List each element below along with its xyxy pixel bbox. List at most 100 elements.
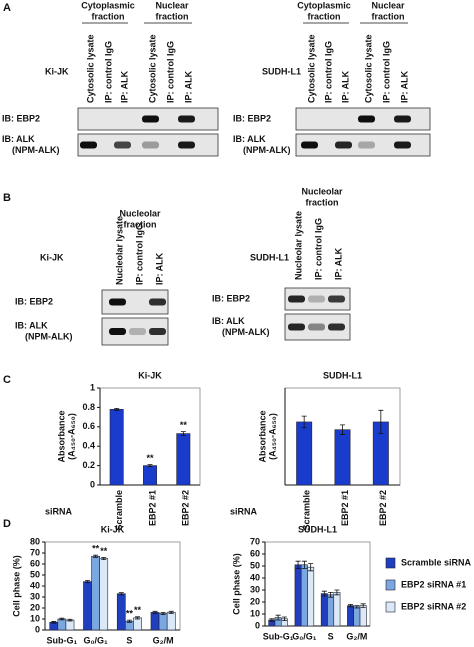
error-bar	[354, 605, 360, 609]
band	[308, 323, 325, 331]
lane-label: IP: ALK	[183, 70, 193, 103]
x-axis-label: siRNA	[45, 506, 73, 516]
bar	[109, 409, 124, 486]
fraction-label: fraction	[371, 11, 404, 21]
band	[178, 115, 195, 123]
y-tick-label: 0.8	[82, 402, 95, 412]
blot-label: IB: ALK	[2, 134, 35, 144]
lane-label: IP: ALK	[340, 70, 350, 103]
legend-swatch	[385, 557, 396, 569]
x-tick-label: G₀/G₁	[83, 635, 108, 645]
y-tick-label: 30	[250, 584, 260, 594]
lane-label: Nucleolar lysate	[293, 211, 303, 280]
y-tick-label: 40	[30, 580, 40, 590]
error-bar	[308, 563, 314, 572]
bar	[359, 605, 367, 627]
y-axis-label: (A₄₅₀-A₆₅₀)	[66, 413, 76, 460]
bar	[294, 564, 302, 627]
bar	[133, 617, 142, 631]
bar	[83, 581, 92, 631]
lane-label: Cytosolic lysate	[85, 34, 95, 103]
x-tick-label: EBP2 #1	[147, 490, 157, 526]
band	[328, 323, 345, 331]
error-bar	[85, 580, 91, 584]
lane-label: Cytosolic lysate	[363, 34, 373, 103]
chart-title: Ki-JK	[101, 524, 125, 534]
error-bar	[360, 603, 366, 608]
y-tick-label: 30	[30, 591, 40, 601]
chart-title: Ki-JK	[138, 370, 162, 380]
band	[142, 141, 159, 149]
blot-label: IB: EBP2	[15, 296, 53, 306]
chart-title: SUDH-L1	[298, 524, 337, 534]
y-tick-label: 0.4	[82, 441, 95, 451]
band	[288, 295, 305, 303]
lane-label: IP: ALK	[119, 70, 129, 103]
bar	[300, 564, 308, 627]
error-bar	[180, 431, 186, 436]
lane-label: IP: ALK	[333, 247, 343, 280]
blot-label: (NPM-ALK)	[243, 145, 291, 155]
x-axis-label: siRNA	[230, 506, 258, 516]
cell-line: SUDH-L1	[250, 252, 289, 262]
band	[129, 328, 146, 335]
band	[178, 141, 195, 149]
lane-label: Cytosolic lysate	[306, 34, 316, 103]
y-tick-label: 10	[30, 613, 40, 623]
band	[288, 323, 305, 331]
lane-label: IP: ALK	[154, 252, 164, 285]
y-tick-label: 0	[90, 479, 95, 489]
blot-label: (NPM-ALK)	[25, 331, 73, 341]
blot-label: IB: ALK	[15, 320, 48, 330]
bar	[333, 592, 341, 627]
bar	[320, 593, 328, 627]
bar	[307, 566, 315, 627]
y-tick-label: 1	[90, 382, 95, 392]
y-tick-label: 0	[255, 620, 260, 630]
bar	[143, 465, 157, 486]
error-bar	[281, 616, 287, 621]
y-tick-label: 10	[250, 608, 260, 618]
y-axis-label: Cell phase (%)	[231, 553, 241, 615]
significance: **	[146, 453, 154, 463]
significance: **	[180, 420, 188, 430]
cell-line: Ki-JK	[45, 66, 69, 76]
cell-line: SUDH-L1	[262, 66, 301, 76]
bar	[176, 433, 191, 486]
fraction-label: fraction	[123, 219, 156, 229]
y-tick-label: 70	[250, 536, 260, 546]
band	[328, 295, 345, 303]
band	[335, 141, 352, 149]
y-tick-label: 0.2	[82, 460, 95, 470]
fraction-label: Nuclear	[371, 0, 405, 10]
bar	[353, 606, 361, 627]
fraction-label: Nuclear	[155, 0, 189, 10]
error-bar	[93, 554, 99, 558]
error-bar	[101, 557, 107, 560]
y-tick-label: 50	[250, 560, 260, 570]
bar	[57, 618, 67, 631]
panel-label: C	[3, 374, 11, 386]
x-tick-label: Sub-G₁	[263, 631, 294, 641]
blot-label: IB: EBP2	[233, 113, 271, 123]
blot-label: IB: EBP2	[212, 293, 250, 303]
fraction-label: Cytoplasmic	[81, 0, 135, 10]
error-bar	[301, 560, 307, 569]
error-bar	[147, 464, 153, 467]
error-bar	[134, 616, 140, 620]
error-bar	[152, 610, 158, 614]
legend-label: EBP2 siRNA #1	[401, 579, 466, 589]
lane-label: IP: ALK	[399, 70, 409, 103]
y-tick-label: 0.6	[82, 421, 95, 431]
lane-label: IP: control IgG	[165, 41, 175, 103]
panel-label: D	[3, 518, 11, 530]
blot-label: IB: ALK	[233, 134, 266, 144]
x-tick-label: S	[328, 631, 334, 641]
band	[114, 141, 131, 149]
error-bar	[160, 612, 166, 615]
x-tick-label: Scramble	[114, 490, 124, 531]
error-bar	[334, 589, 340, 596]
blot-label: (NPM-ALK)	[12, 145, 60, 155]
y-tick-label: 60	[30, 558, 40, 568]
